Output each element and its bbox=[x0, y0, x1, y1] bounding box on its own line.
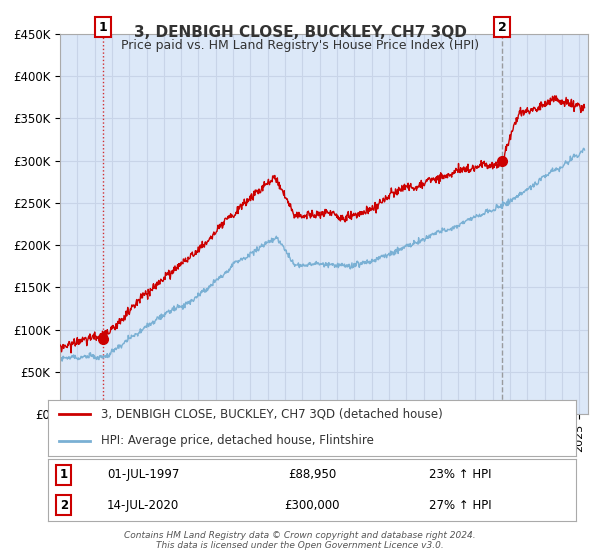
Text: £88,950: £88,950 bbox=[288, 468, 336, 481]
Text: 01-JUL-1997: 01-JUL-1997 bbox=[107, 468, 179, 481]
Text: 27% ↑ HPI: 27% ↑ HPI bbox=[428, 499, 491, 512]
Text: Price paid vs. HM Land Registry's House Price Index (HPI): Price paid vs. HM Land Registry's House … bbox=[121, 39, 479, 52]
Text: 3, DENBIGH CLOSE, BUCKLEY, CH7 3QD (detached house): 3, DENBIGH CLOSE, BUCKLEY, CH7 3QD (deta… bbox=[101, 408, 443, 421]
Text: £300,000: £300,000 bbox=[284, 499, 340, 512]
Text: Contains HM Land Registry data © Crown copyright and database right 2024.
This d: Contains HM Land Registry data © Crown c… bbox=[124, 530, 476, 550]
Text: HPI: Average price, detached house, Flintshire: HPI: Average price, detached house, Flin… bbox=[101, 434, 374, 447]
Text: 1: 1 bbox=[99, 21, 107, 34]
Text: 2: 2 bbox=[60, 499, 68, 512]
Text: 23% ↑ HPI: 23% ↑ HPI bbox=[428, 468, 491, 481]
Text: 1: 1 bbox=[60, 468, 68, 481]
Text: 3, DENBIGH CLOSE, BUCKLEY, CH7 3QD: 3, DENBIGH CLOSE, BUCKLEY, CH7 3QD bbox=[134, 25, 466, 40]
Text: 2: 2 bbox=[498, 21, 506, 34]
Text: 14-JUL-2020: 14-JUL-2020 bbox=[107, 499, 179, 512]
